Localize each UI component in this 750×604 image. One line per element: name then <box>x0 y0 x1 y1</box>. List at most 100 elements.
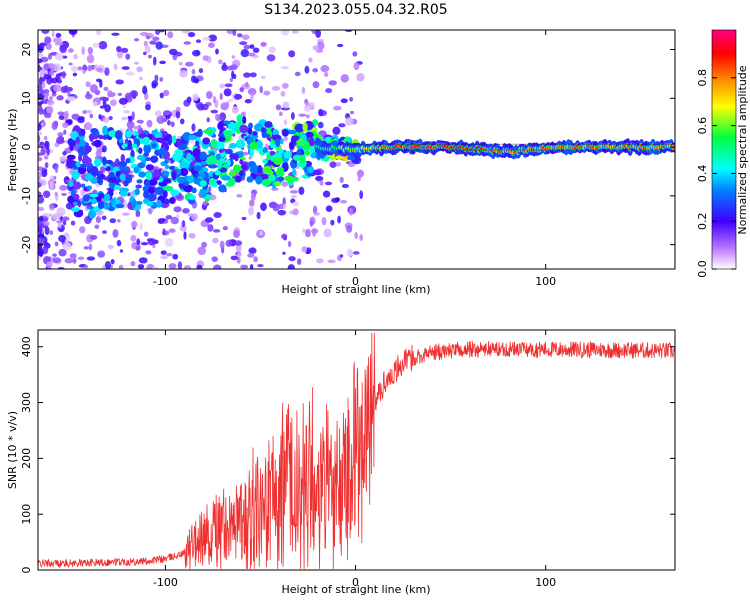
spectrogram-signal-mark <box>77 166 87 175</box>
spectrogram-signal-mark <box>199 151 208 161</box>
snr-ytick-label: 400 <box>20 336 33 357</box>
spectrogram-ytick-label: 0 <box>20 144 33 151</box>
spectrogram-signal-mark <box>217 122 224 131</box>
spectrogram-signal-mark <box>108 176 118 183</box>
spectrogram-noise-mark <box>38 44 44 53</box>
spectrogram-noise-mark <box>155 30 161 36</box>
spectrogram-signal-mark <box>119 190 129 197</box>
spectrogram-signal-mark <box>239 159 244 165</box>
spectrogram-signal-mark <box>77 146 86 156</box>
spectrogram-noise-mark <box>73 53 78 60</box>
spectrogram-noise-mark <box>313 212 321 216</box>
spectrogram-signal-mark <box>90 165 99 176</box>
spectrogram-noise-mark <box>316 258 324 264</box>
spectrogram-noise-mark <box>349 207 354 216</box>
spectrogram-signal-mark <box>234 153 239 162</box>
spectrogram-noise-mark <box>88 243 93 251</box>
spectrogram-signal-mark <box>159 147 167 156</box>
spectrogram-noise-mark <box>211 256 218 262</box>
spectrogram-noise-mark <box>159 77 164 82</box>
spectrogram-noise-mark <box>62 220 67 226</box>
spectrogram-noise-mark <box>107 90 113 98</box>
spectrogram-signal-mark <box>235 175 242 183</box>
spectrogram-signal-mark <box>72 201 78 206</box>
spectrogram-noise-mark <box>165 215 173 220</box>
spectrogram-noise-mark <box>170 216 180 225</box>
spectrogram-noise-mark <box>38 106 44 115</box>
spectrogram-noise-mark <box>260 75 266 79</box>
spectrogram-signal-mark <box>134 200 143 206</box>
spectrogram-noise-mark <box>99 96 108 101</box>
spectrogram-noise-mark <box>42 190 51 198</box>
spectrogram-signal-mark <box>221 175 231 181</box>
spectrogram-noise-mark <box>111 32 120 36</box>
spectrogram-noise-mark <box>77 117 85 124</box>
spectrogram-noise-mark <box>248 156 252 160</box>
spectrogram-noise-mark <box>250 92 254 102</box>
spectrogram-noise-mark <box>56 220 63 224</box>
spectrogram-noise-mark <box>38 206 45 212</box>
spectrogram-noise-mark <box>179 69 188 78</box>
spectrogram-noise-mark <box>319 180 324 186</box>
spectrogram-ytick-label: -20 <box>20 236 33 254</box>
spectrogram-signal-mark <box>302 122 308 132</box>
spectrogram-signal-mark <box>208 154 218 165</box>
spectrogram-noise-mark <box>312 81 320 89</box>
spectrogram-noise-mark <box>39 70 48 74</box>
spectrogram-signal-mark <box>252 131 258 136</box>
spectrogram-noise-mark <box>223 88 232 97</box>
spectrogram-noise-mark <box>158 219 165 225</box>
spectrogram-noise-mark <box>297 258 302 265</box>
spectrogram-xtick-label: 100 <box>535 275 556 288</box>
spectrogram-signal-mark <box>294 123 305 133</box>
spectrogram-noise-mark <box>59 45 68 54</box>
spectrogram-noise-mark <box>353 62 360 71</box>
spectrogram-noise-mark <box>221 64 229 72</box>
spectrogram-noise-mark <box>87 64 93 72</box>
spectrogram-noise-mark <box>281 181 289 188</box>
spectrogram-noise-mark <box>249 264 254 269</box>
spectrogram-noise-mark <box>349 96 354 102</box>
spectrogram-noise-mark <box>324 181 333 186</box>
spectrogram-signal-mark <box>75 161 81 168</box>
spectrogram-noise-mark <box>206 117 210 123</box>
spectrogram-noise-mark <box>234 240 243 246</box>
spectrogram-noise-mark <box>243 72 251 78</box>
spectrogram-noise-mark <box>72 257 77 264</box>
spectrogram-signal-mark <box>218 184 227 193</box>
spectrogram-noise-mark <box>237 33 243 38</box>
spectrogram-noise-mark <box>84 265 88 269</box>
spectrogram-noise-mark <box>167 31 174 39</box>
spectrogram-signal-mark <box>131 198 137 208</box>
spectrogram-noise-mark <box>38 53 44 58</box>
spectrogram-signal-mark <box>224 148 234 155</box>
spectrogram-signal-mark <box>145 171 153 181</box>
spectrogram-noise-mark <box>38 156 43 162</box>
spectrogram-noise-mark <box>151 82 157 89</box>
spectrogram-signal-mark <box>215 153 222 160</box>
spectrogram-noise-mark <box>110 259 115 265</box>
snr-frame <box>37 329 676 571</box>
spectrogram-signal-mark <box>312 119 319 126</box>
spectrogram-noise-mark <box>122 105 126 109</box>
spectrogram-noise-mark <box>257 263 264 268</box>
spectrogram-noise-mark <box>152 36 160 41</box>
spectrogram-signal-mark <box>158 177 164 183</box>
spectrogram-noise-mark <box>280 65 289 70</box>
spectrogram-signal-mark <box>99 173 106 179</box>
spectrogram-signal-mark <box>110 180 115 190</box>
spectrogram-signal-mark <box>98 134 104 140</box>
spectrogram-signal-mark <box>203 129 214 134</box>
spectrogram-noise-mark <box>175 106 181 112</box>
spectrogram-noise-mark <box>109 218 117 224</box>
spectrogram-signal-mark <box>80 128 86 136</box>
spectrogram-noise-mark <box>38 94 45 101</box>
spectrogram-noise-mark <box>248 206 254 216</box>
spectrogram-noise-mark <box>41 80 46 89</box>
spectrogram-noise-mark <box>249 44 255 49</box>
spectrogram-signal-mark <box>143 152 150 157</box>
spectrogram-noise-mark <box>48 70 55 76</box>
spectrogram-noise-mark <box>250 192 256 202</box>
spectrogram-signal-mark <box>262 165 272 174</box>
spectrogram-noise-mark <box>268 46 276 54</box>
